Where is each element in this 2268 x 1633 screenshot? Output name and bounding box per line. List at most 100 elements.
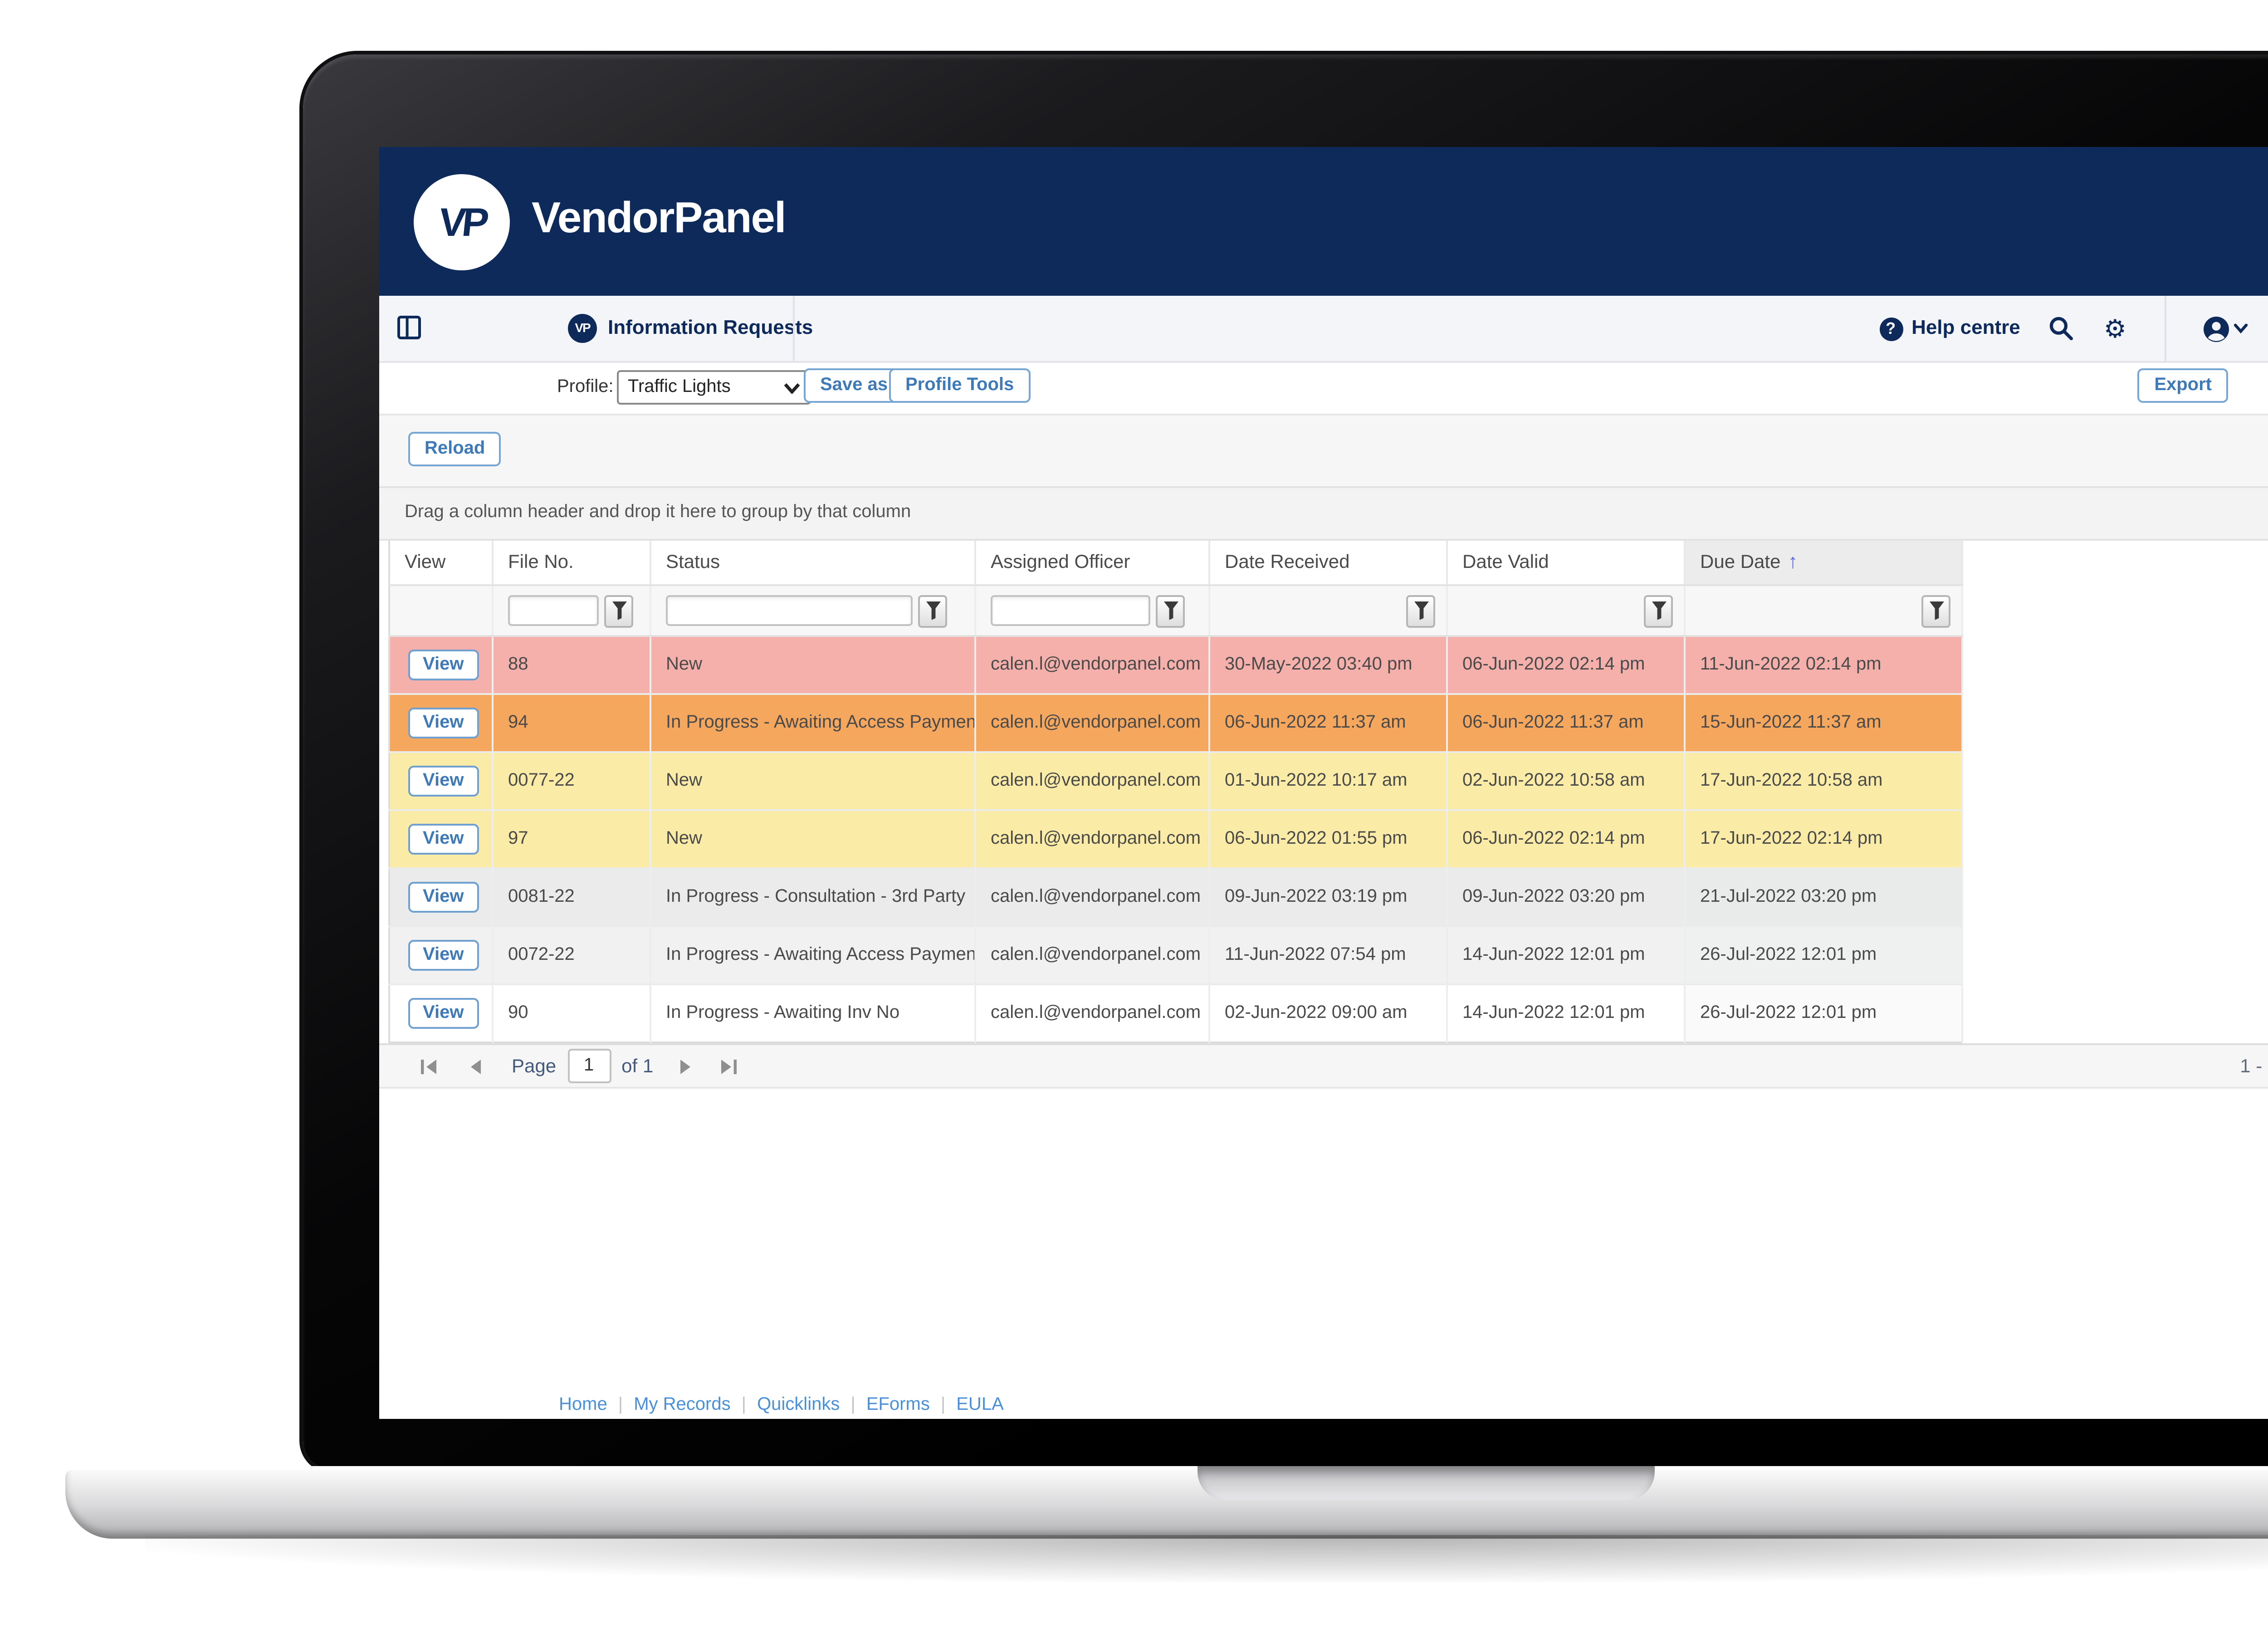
filter-cell-assigned-officer: [975, 585, 1210, 637]
footer-link-eforms[interactable]: EForms: [866, 1395, 930, 1415]
view-button[interactable]: View: [408, 650, 479, 680]
cell-due: 26-Jul-2022 12:01 pm: [1685, 926, 1963, 984]
columns-toggle-icon[interactable]: [397, 316, 421, 339]
table-row: View 90 In Progress - Awaiting Inv No calen…: [389, 984, 1963, 1042]
filter-cell-view: [389, 585, 494, 637]
search-icon[interactable]: [2049, 316, 2075, 341]
vendorpanel-logo-icon: VP: [414, 174, 510, 270]
help-icon: ?: [1879, 317, 1903, 340]
cell-view: View: [389, 926, 494, 984]
cell-file-no: 88: [493, 636, 651, 694]
cell-received: 11-Jun-2022 07:54 pm: [1209, 926, 1448, 984]
laptop-base-notch: [1198, 1466, 1655, 1501]
cell-valid: 06-Jun-2022 02:14 pm: [1447, 810, 1686, 868]
due-date-label: Due Date: [1700, 552, 1781, 573]
cell-file-no: 97: [493, 810, 651, 868]
export-button[interactable]: Export: [2138, 368, 2228, 403]
pager-items-count: 1 - 7 of 7 items: [2240, 1055, 2268, 1077]
view-button[interactable]: View: [408, 882, 479, 913]
brand-wordmark: VendorPanel: [532, 194, 787, 243]
cell-due: 26-Jul-2022 12:01 pm: [1685, 984, 1963, 1042]
column-header-view[interactable]: View: [389, 541, 494, 586]
logo-monogram: VP: [436, 199, 488, 244]
cell-status: In Progress - Consultation - 3rd Party: [650, 868, 976, 926]
column-header-status[interactable]: Status: [650, 541, 976, 586]
pager-next-icon[interactable]: [679, 1057, 693, 1075]
pager-previous-icon[interactable]: [468, 1057, 483, 1075]
cell-due: 11-Jun-2022 02:14 pm: [1685, 636, 1963, 694]
cell-file-no: 0072-22: [493, 926, 651, 984]
column-header-assigned-officer[interactable]: Assigned Officer: [975, 541, 1210, 586]
cell-officer: calen.l@vendorpanel.com: [975, 810, 1210, 868]
footer-link-my-records[interactable]: My Records: [634, 1395, 731, 1415]
due-date-filter-button[interactable]: [1921, 594, 1950, 627]
date-received-filter-button[interactable]: [1406, 594, 1435, 627]
assigned-officer-filter-button[interactable]: [1156, 594, 1185, 627]
pager-page-input[interactable]: [567, 1049, 611, 1083]
save-as-button[interactable]: Save as: [804, 368, 904, 403]
cell-status: In Progress - Awaiting Inv No: [650, 984, 976, 1042]
pager-bar: Page of 1 1 - 7 of 7 items: [379, 1043, 2268, 1089]
profile-toolbar: Profile: Traffic Lights Save as Profile …: [379, 363, 2268, 416]
reload-button[interactable]: Reload: [408, 432, 502, 466]
column-header-date-valid[interactable]: Date Valid: [1447, 541, 1686, 586]
file-no-filter-input[interactable]: [508, 595, 599, 626]
profile-tools-button[interactable]: Profile Tools: [889, 368, 1031, 403]
filter-row: [389, 585, 1963, 637]
footer-link-quicklinks[interactable]: Quicklinks: [757, 1395, 840, 1415]
footer-link-eula[interactable]: EULA: [956, 1395, 1004, 1415]
view-button[interactable]: View: [408, 998, 479, 1029]
date-valid-filter-button[interactable]: [1644, 594, 1673, 627]
cell-file-no: 0081-22: [493, 868, 651, 926]
cell-officer: calen.l@vendorpanel.com: [975, 752, 1210, 810]
view-button[interactable]: View: [408, 824, 479, 855]
cell-status: New: [650, 810, 976, 868]
column-header-due-date[interactable]: Due Date ↑: [1685, 541, 1963, 586]
menu-divider: [2165, 296, 2166, 361]
cell-received: 06-Jun-2022 11:37 am: [1209, 694, 1448, 752]
column-header-date-received[interactable]: Date Received: [1209, 541, 1448, 586]
cell-received: 09-Jun-2022 03:19 pm: [1209, 868, 1448, 926]
help-centre-button[interactable]: ? Help centre: [1879, 317, 2020, 340]
status-filter-button[interactable]: [918, 594, 947, 627]
cell-view: View: [389, 636, 494, 694]
group-drop-zone[interactable]: Drag a column header and drop it here to…: [379, 488, 2268, 541]
pager-of-label: of 1: [621, 1055, 654, 1077]
view-button[interactable]: View: [408, 766, 479, 797]
column-header-file-no[interactable]: File No.: [493, 541, 651, 586]
filter-cell-date-valid: [1447, 585, 1686, 637]
table-row: View 97 New calen.l@vendorpanel.com 06-Jun-2…: [389, 810, 1963, 868]
profile-select-value: Traffic Lights: [628, 377, 731, 397]
cell-valid: 06-Jun-2022 02:14 pm: [1447, 636, 1686, 694]
user-menu-button[interactable]: [2203, 315, 2248, 342]
profile-select[interactable]: Traffic Lights: [617, 370, 811, 405]
nav-item-information-requests[interactable]: VP Information Requests: [568, 296, 813, 361]
assigned-officer-filter-input[interactable]: [991, 595, 1150, 626]
filter-cell-due-date: [1685, 585, 1963, 637]
footer-link-home[interactable]: Home: [559, 1395, 607, 1415]
menu-divider: [793, 296, 795, 361]
cell-officer: calen.l@vendorpanel.com: [975, 694, 1210, 752]
funnel-icon: [1163, 601, 1178, 620]
cell-view: View: [389, 810, 494, 868]
cell-due: 21-Jul-2022 03:20 pm: [1685, 868, 1963, 926]
status-filter-input[interactable]: [666, 595, 913, 626]
cell-file-no: 90: [493, 984, 651, 1042]
view-button[interactable]: View: [408, 708, 479, 738]
view-button[interactable]: View: [408, 940, 479, 971]
cell-officer: calen.l@vendorpanel.com: [975, 868, 1210, 926]
gear-icon[interactable]: ⚙: [2103, 314, 2126, 343]
table-row: View 0081-22 In Progress - Consultation - …: [389, 868, 1963, 926]
pager-last-icon[interactable]: [719, 1057, 738, 1075]
file-no-filter-button[interactable]: [604, 594, 633, 627]
cell-file-no: 94: [493, 694, 651, 752]
filter-cell-status: [650, 585, 976, 637]
table-row: View 0072-22 In Progress - Awaiting Access…: [389, 926, 1963, 984]
cell-valid: 06-Jun-2022 11:37 am: [1447, 694, 1686, 752]
cell-due: 17-Jun-2022 10:58 am: [1685, 752, 1963, 810]
pager-first-icon[interactable]: [419, 1057, 439, 1075]
information-requests-grid: View File No. Status Assigned Officer Da…: [388, 541, 1963, 1043]
page-title: Information Requests: [608, 318, 813, 339]
funnel-icon: [1929, 601, 1943, 620]
menu-bar: VP Information Requests ? Help centre ⚙: [379, 296, 2268, 363]
